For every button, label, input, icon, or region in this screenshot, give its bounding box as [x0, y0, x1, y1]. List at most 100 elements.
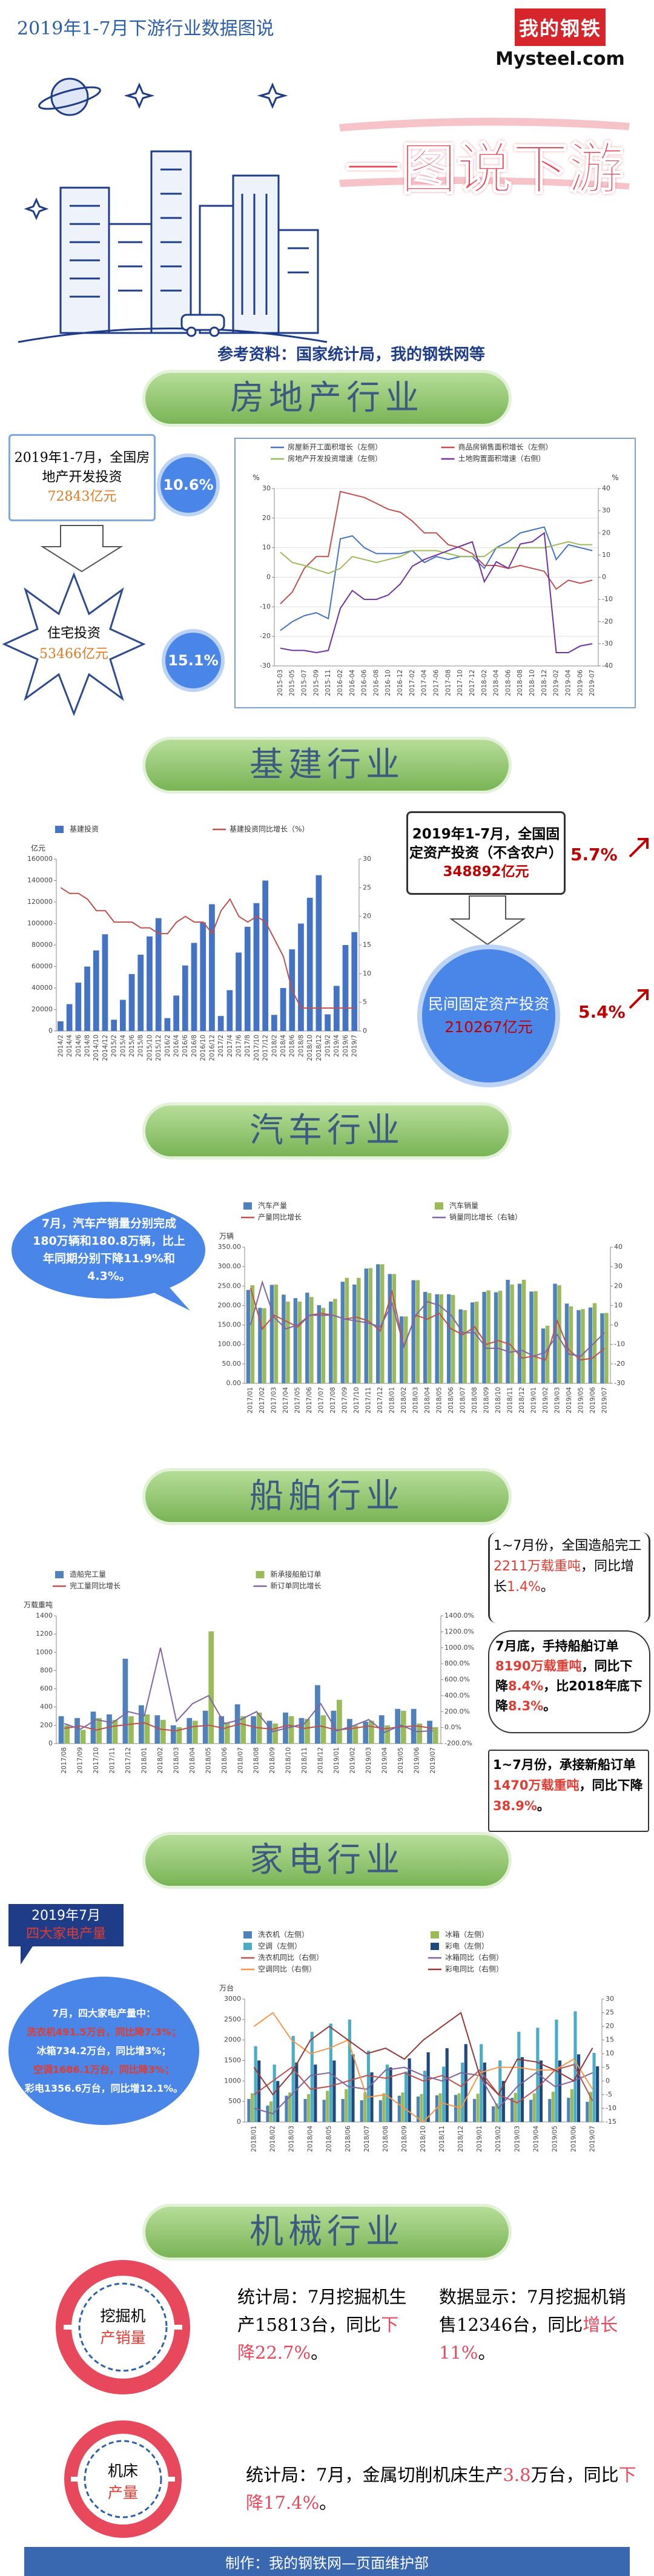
x-tick-label: 2018/07	[363, 2126, 371, 2152]
x-tick-label: 2018/10	[285, 1747, 292, 1774]
legend-label: 彩电（左侧）	[445, 1942, 489, 1951]
x-tick-label: 2019/05	[551, 2126, 558, 2152]
text-part: 38.9%	[493, 1799, 537, 1813]
bar	[170, 1725, 176, 1744]
legend-swatch	[256, 1571, 265, 1578]
bar	[352, 1284, 357, 1383]
y2-tick-label: 10	[363, 969, 371, 977]
bar	[96, 1718, 102, 1744]
x-tick-label: 2019-07	[589, 670, 596, 696]
y-tick-label: 1500	[224, 2057, 241, 2064]
x-tick-label: 2017/01	[247, 1387, 254, 1414]
x-tick-label: 2018/02	[269, 2126, 277, 2152]
bar	[325, 1014, 331, 1031]
bar	[317, 1305, 322, 1383]
line-series	[253, 2064, 593, 2104]
bar	[454, 2095, 458, 2122]
chart-frame	[234, 438, 636, 708]
down-arrow	[40, 525, 124, 573]
x-tick-label: 2018-10	[529, 670, 536, 696]
y2-tick-label: 40	[614, 1243, 623, 1251]
bar	[577, 2054, 581, 2122]
y-tick-label: 400	[40, 1703, 53, 1711]
legend-label: 基建投资同比增长（%）	[230, 825, 309, 834]
stat-text: 统计局：7月，金属切削机床生产3.8万台，同比下降17.4%。	[246, 2461, 639, 2517]
bar	[411, 1280, 415, 1383]
y2-tick-label: 25	[363, 883, 371, 891]
bar	[303, 2099, 307, 2122]
y2-tick-label: 0	[602, 573, 606, 581]
y2-tick-label: 10	[606, 2049, 614, 2057]
y2-tick-label: -200.0%	[444, 1739, 472, 1747]
x-tick-label: 2019/02	[542, 1387, 549, 1414]
text-part: 产量	[107, 2484, 138, 2502]
bar	[342, 945, 349, 1031]
bar	[480, 2044, 483, 2122]
line-series	[280, 490, 593, 605]
text-part: 统计局：7月挖掘机生产15813台，同比	[237, 2287, 407, 2335]
x-tick-label: 2018/05	[205, 1747, 212, 1774]
bar	[536, 2028, 540, 2122]
section-banner: 汽车行业	[145, 1105, 509, 1156]
x-tick-label: 2015/8	[137, 1035, 145, 1057]
y2-tick-label: 5	[363, 998, 367, 1006]
y2-tick-label: 40	[602, 484, 610, 492]
bar	[58, 1021, 64, 1031]
text-part: 机床	[107, 2462, 138, 2480]
x-tick-label: 2017/08	[329, 1387, 337, 1414]
text-part: 产销量	[100, 2329, 146, 2347]
bar	[463, 1310, 467, 1383]
bar	[366, 2051, 370, 2122]
bar	[589, 2092, 593, 2122]
legend-label: 冰箱同比（右侧）	[445, 1953, 503, 1962]
text-part: 。	[540, 1580, 554, 1595]
x-tick-label: 2015-07	[301, 670, 308, 696]
bar	[446, 1294, 451, 1383]
y2-tick-label: 20	[363, 912, 371, 920]
y2-tick-label: 1200.0%	[444, 1627, 474, 1635]
bar	[276, 2081, 280, 2122]
x-tick-label: 2016/4	[173, 1035, 180, 1057]
y-tick-label: 2500	[224, 2015, 241, 2023]
bar	[155, 918, 162, 1031]
bar	[351, 932, 358, 1031]
text-part: 1~7月份，承接新船订单	[493, 1757, 636, 1772]
legend-label: 销量同比增长（右轴）	[449, 1213, 522, 1222]
slogan-decoration	[339, 117, 630, 189]
y2-tick-label: -30	[614, 1379, 625, 1387]
chart: 房屋新开工面积增长（左侧） 商品房销售面积增长（左侧） 房地产开发投资增速（左侧） 土…	[234, 438, 636, 708]
bar	[331, 1710, 337, 1744]
change-circle: 10.6%	[160, 457, 216, 513]
bar	[604, 1313, 609, 1383]
bar	[219, 1716, 225, 1744]
line-series	[254, 2066, 593, 2115]
bar	[266, 1721, 272, 1744]
text-part: ，同比下降	[495, 1659, 633, 1693]
bar	[182, 965, 188, 1031]
note-box: 1~7月份，全国造船完工 2211万载重吨，同比增长1.4%。	[488, 1532, 650, 1623]
bar	[315, 875, 322, 1031]
x-tick-label: 2019/05	[577, 1387, 584, 1414]
bar	[200, 922, 206, 1031]
bar	[415, 1280, 420, 1383]
x-tick-label: 2019/02	[495, 2126, 502, 2152]
text-part: 72843亿元	[47, 489, 117, 504]
x-tick-label: 2018/05	[435, 1387, 443, 1414]
line-series	[249, 1280, 606, 1357]
x-tick-label: 2014/10	[93, 1035, 100, 1061]
bar	[510, 1284, 514, 1383]
x-tick-label: 2018/12	[315, 1035, 323, 1061]
x-tick-label: 2015/10	[146, 1035, 153, 1061]
legend-label: 冰箱（左侧）	[445, 1930, 489, 1939]
bar	[298, 923, 304, 1031]
bar	[147, 936, 153, 1031]
x-tick-label: 2014/2	[57, 1035, 64, 1057]
bar	[191, 943, 197, 1031]
x-tick-label: 2018/10	[306, 1035, 314, 1061]
y-tick-label: 1000	[224, 2077, 241, 2084]
bar	[314, 2064, 317, 2122]
x-tick-label: 2018/8	[297, 1035, 305, 1057]
text-part: 8190万载重吨	[495, 1659, 582, 1673]
bar	[541, 1328, 546, 1383]
